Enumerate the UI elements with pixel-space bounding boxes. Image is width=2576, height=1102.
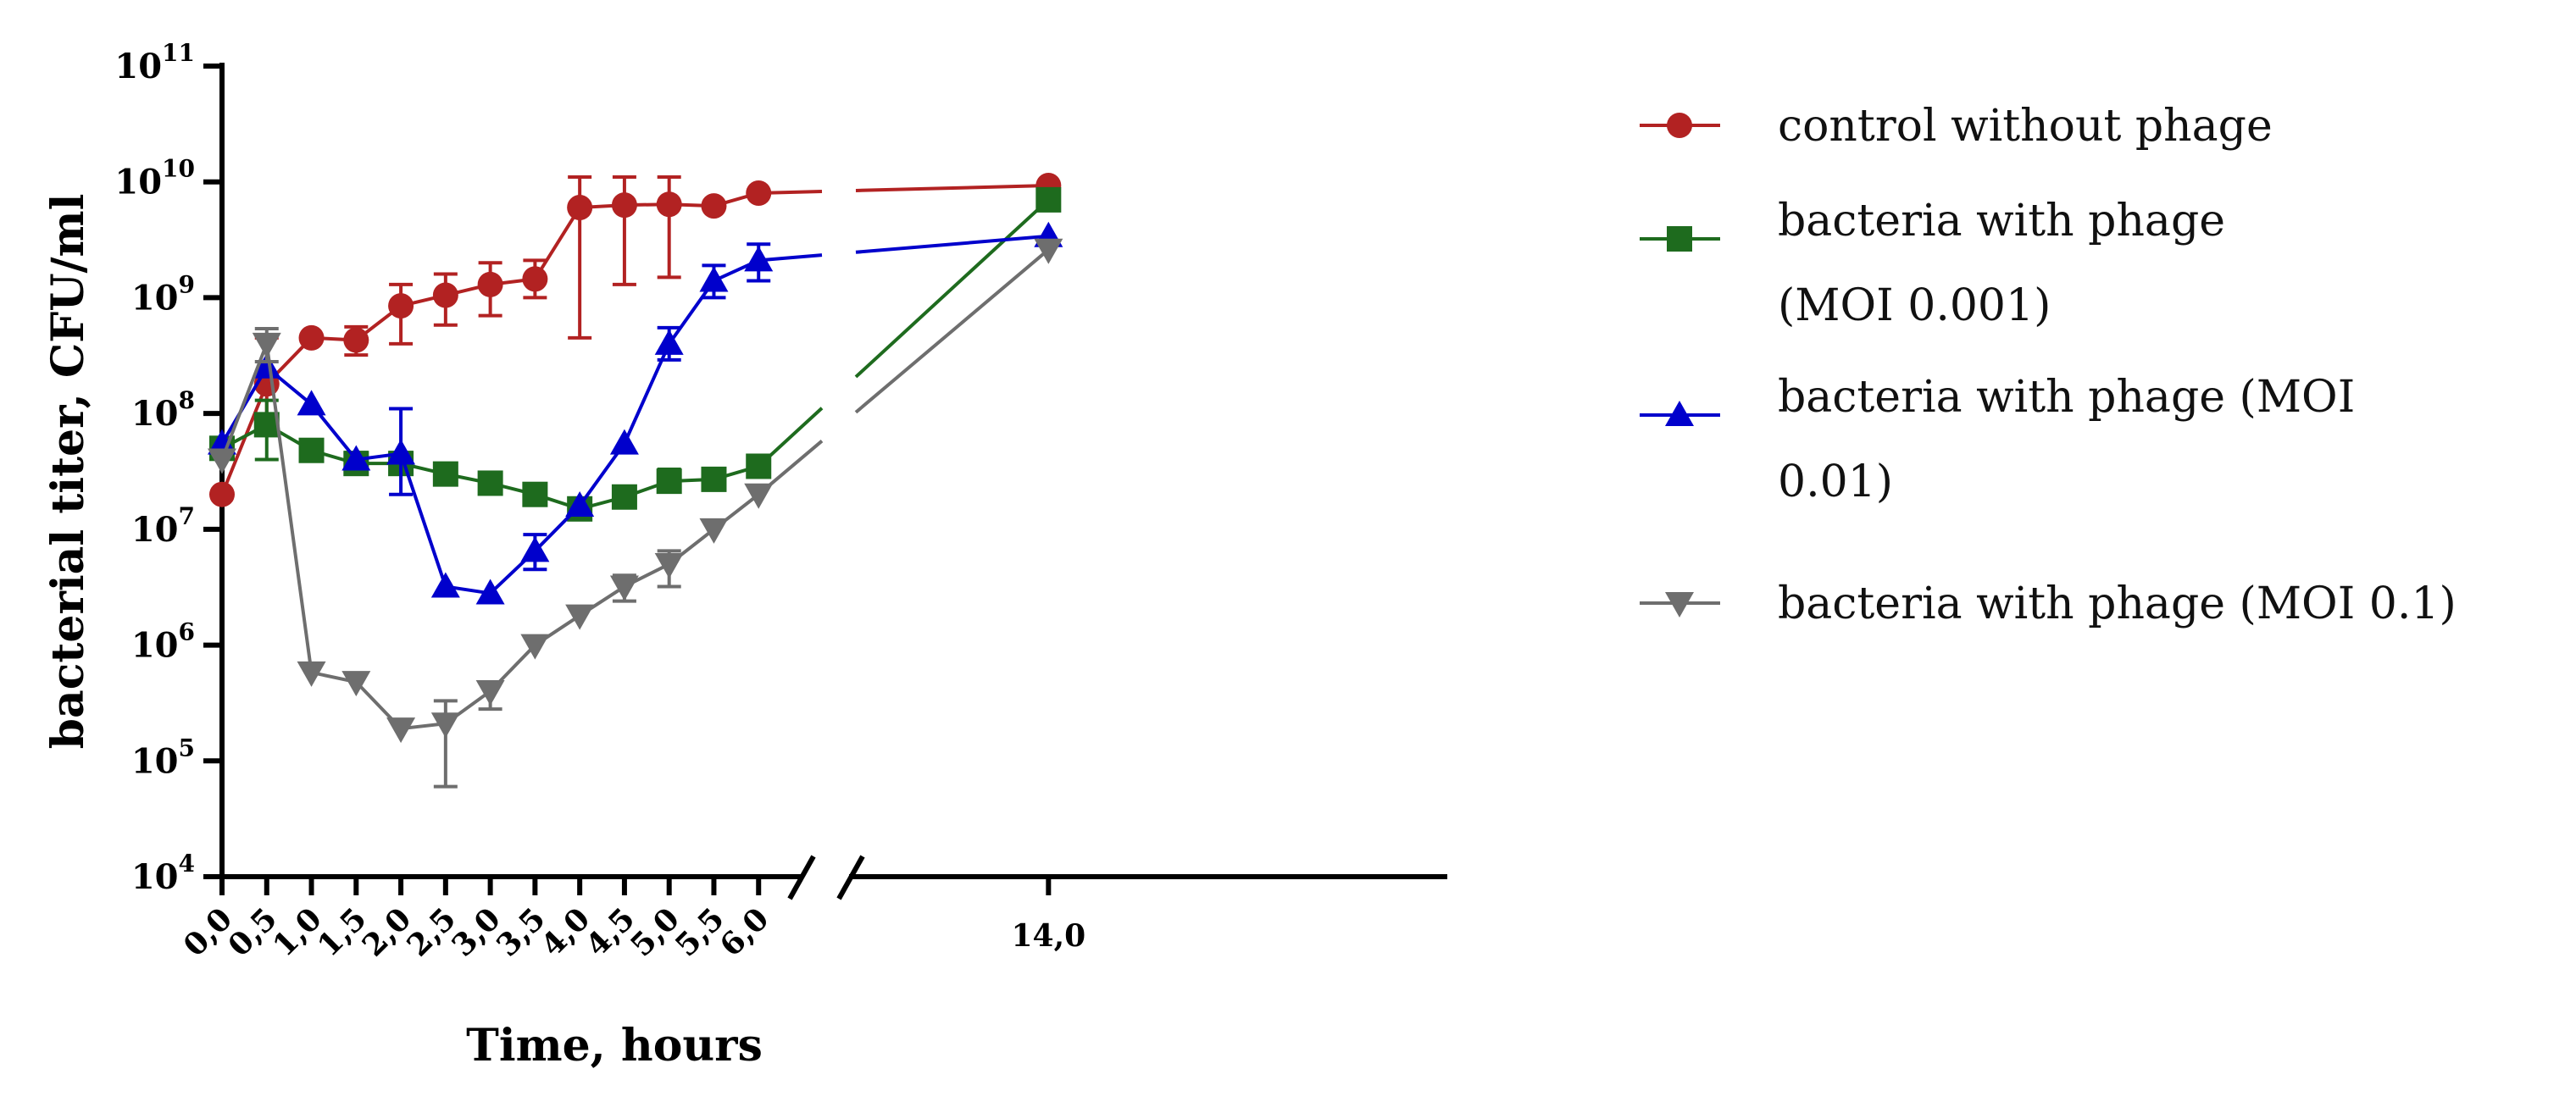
legend-marker [1665,592,1694,617]
series-line [854,248,1050,414]
series-line [855,234,1049,254]
data-point [341,445,371,471]
data-point [475,579,505,605]
data-point [701,193,727,219]
y-axis-title: bacterial titer, CFU/ml [42,194,94,750]
legend-label: bacteria with phage (MOI 0.1) [1778,579,2457,629]
data-point [609,429,639,455]
legend-label: bacteria with phage (MOI [1778,372,2355,423]
data-point [343,327,369,353]
y-tick-label: 108 [131,386,195,434]
x-axis-title: Time, hours [466,1020,763,1072]
axes: 104105106107108109101010110,00,51,01,52,… [114,39,1447,964]
series-0 [209,173,1062,507]
data-point [701,466,727,492]
data-point [744,483,774,509]
data-point [297,661,326,687]
data-point [699,518,729,544]
data-point [611,484,637,510]
data-point [386,717,416,744]
legend-item: control without phage [1640,101,2273,152]
data-point [520,536,550,562]
y-tick-label: 104 [131,850,195,897]
series-line [758,253,823,263]
data-point [522,266,548,292]
data-point [522,481,548,507]
series-line [854,198,1050,379]
legend-label: control without phage [1778,101,2273,152]
data-point [252,352,281,379]
data-point [656,191,682,218]
axis-break-mark [836,855,865,900]
data-point [208,429,236,455]
series-3 [208,238,1063,789]
data-point [656,468,682,495]
legend-label: 0.01) [1778,457,1893,507]
data-point [430,572,460,598]
legend-item: bacteria with phage (MOI 0.1) [1640,579,2457,629]
data-point [432,282,458,308]
data-point [699,266,729,292]
data-point [297,390,326,416]
data-point [654,329,684,355]
y-tick-label: 105 [131,734,195,781]
data-point [654,553,684,579]
y-tick-label: 106 [131,618,195,666]
legend-label: bacteria with phage [1778,196,2225,246]
data-point [388,293,414,319]
y-tick-label: 107 [131,502,195,550]
data-point [520,634,550,660]
data-point [341,671,371,697]
data-point [744,246,774,272]
axis-break-mark [787,855,816,900]
series-line [855,184,1049,192]
data-point [567,195,593,221]
series-1 [209,186,1062,522]
data-point [746,453,772,479]
series-line [221,423,759,511]
data-point [298,324,325,351]
data-point [298,437,325,463]
data-point [611,192,637,219]
legend-item: bacteria with phage (MOI 0.001) [1640,196,2225,331]
data-point [1034,238,1063,264]
data-point [477,470,503,496]
data-point [746,180,772,206]
data-point [565,490,595,517]
series-layer [208,173,1063,789]
data-point [430,712,460,739]
data-point [475,679,505,706]
data-point [1035,186,1062,213]
legend-marker [1665,401,1694,426]
legend-marker [1667,226,1692,252]
legend: control without phage bacteria with phage… [1640,101,2457,629]
data-point [432,461,458,487]
series-2 [208,221,1063,605]
legend-label: (MOI 0.001) [1778,280,2051,331]
y-tick-label: 109 [131,270,195,318]
data-point [208,448,236,474]
data-point [386,439,416,465]
data-point [609,575,639,601]
data-point [565,604,595,630]
legend-item: bacteria with phage (MOI 0.01) [1640,372,2355,507]
data-point [477,271,503,297]
data-point [252,332,281,358]
x-tick-label: 6,0 [713,901,776,964]
y-tick-label: 1010 [114,155,195,202]
legend-marker [1667,113,1692,138]
data-point [209,481,235,507]
x-tick-label: 14,0 [1011,918,1085,954]
y-tick-label: 1011 [114,39,195,86]
